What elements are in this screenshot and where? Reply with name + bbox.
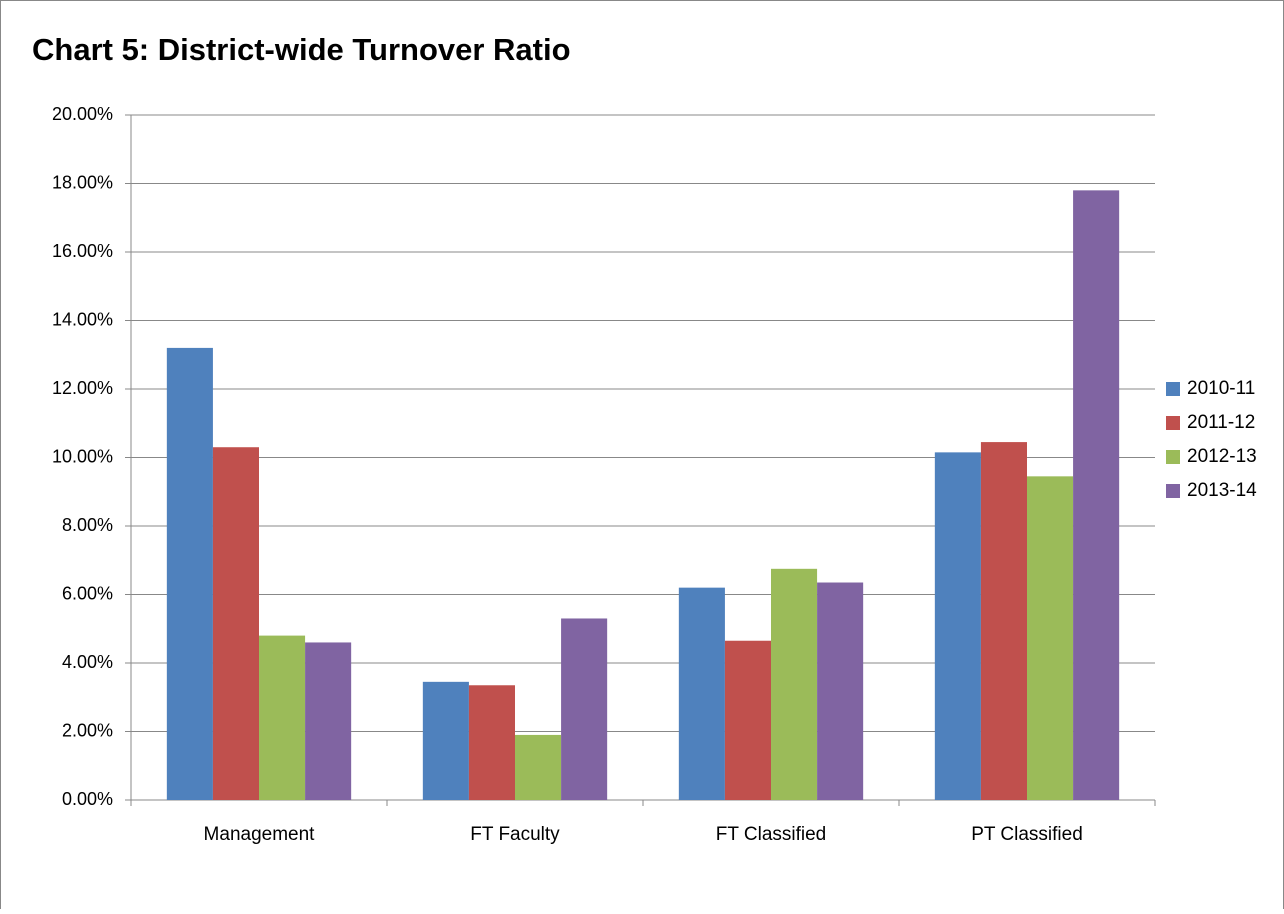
bar	[561, 618, 608, 800]
bar	[724, 640, 771, 800]
bar	[259, 635, 306, 800]
y-tick-label: 18.00%	[52, 172, 113, 192]
bar	[934, 452, 981, 800]
y-tick-label: 14.00%	[52, 309, 113, 329]
x-tick-label: FT Classified	[716, 824, 827, 845]
x-tick-label: PT Classified	[971, 824, 1083, 845]
legend-swatch	[1166, 416, 1180, 430]
bar	[771, 568, 818, 800]
legend-label: 2011-12	[1187, 412, 1255, 433]
y-tick-label: 10.00%	[52, 446, 113, 466]
y-tick-label: 6.00%	[62, 583, 113, 603]
legend-swatch	[1166, 484, 1180, 498]
bar	[166, 347, 213, 800]
y-tick-label: 4.00%	[62, 652, 113, 672]
chart-title: Chart 5: District-wide Turnover Ratio	[32, 32, 571, 67]
y-tick-label: 8.00%	[62, 515, 113, 535]
y-tick-label: 2.00%	[62, 720, 113, 740]
y-tick-label: 0.00%	[62, 789, 113, 809]
bar	[980, 442, 1027, 800]
bar	[817, 582, 864, 800]
legend-label: 2010-11	[1187, 378, 1255, 399]
bar	[468, 685, 515, 800]
y-tick-label: 12.00%	[52, 378, 113, 398]
bar	[678, 587, 725, 800]
x-tick-label: Management	[204, 824, 316, 845]
bar	[1027, 476, 1074, 800]
bar	[1073, 190, 1120, 801]
legend-label: 2012-13	[1187, 446, 1257, 467]
bar	[212, 447, 259, 800]
y-tick-label: 16.00%	[52, 241, 113, 261]
x-tick-label: FT Faculty	[470, 824, 560, 845]
legend-swatch	[1166, 450, 1180, 464]
bar	[422, 681, 469, 800]
legend-swatch	[1166, 382, 1180, 396]
bar	[305, 642, 352, 800]
legend-label: 2013-14	[1187, 480, 1257, 501]
y-tick-label: 20.00%	[52, 104, 113, 124]
bar	[515, 734, 562, 800]
